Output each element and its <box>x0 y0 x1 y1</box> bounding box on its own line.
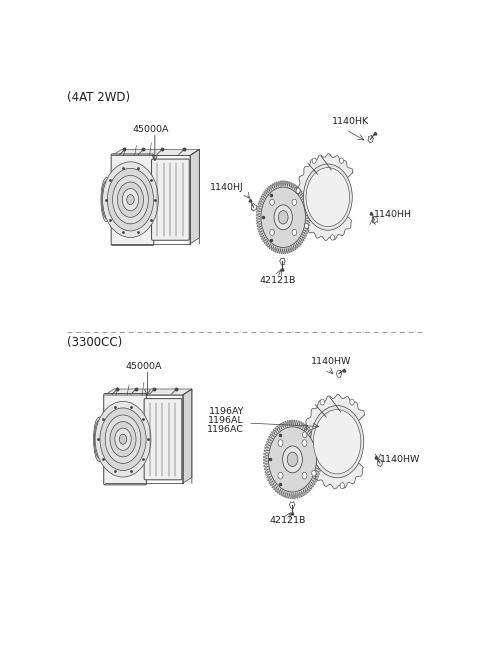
FancyBboxPatch shape <box>111 154 154 245</box>
Circle shape <box>350 399 354 405</box>
Circle shape <box>292 199 297 205</box>
Circle shape <box>108 168 154 231</box>
Text: 1196AL: 1196AL <box>208 416 244 425</box>
Circle shape <box>105 415 141 464</box>
Circle shape <box>302 472 307 479</box>
Circle shape <box>127 195 134 204</box>
Circle shape <box>278 440 283 447</box>
Circle shape <box>122 189 139 211</box>
Circle shape <box>115 428 131 450</box>
Ellipse shape <box>102 181 111 219</box>
Circle shape <box>331 234 335 240</box>
Circle shape <box>302 440 307 447</box>
Text: (4AT 2WD): (4AT 2WD) <box>67 91 131 104</box>
Text: 1140HH: 1140HH <box>374 210 412 219</box>
Text: 42121B: 42121B <box>259 276 296 285</box>
Circle shape <box>287 452 298 466</box>
Circle shape <box>278 472 283 479</box>
Polygon shape <box>302 394 364 489</box>
Circle shape <box>340 483 345 489</box>
Circle shape <box>320 399 324 405</box>
Text: 45000A: 45000A <box>133 124 169 134</box>
Text: 1140HW: 1140HW <box>380 455 420 464</box>
Polygon shape <box>182 389 192 483</box>
Circle shape <box>312 470 316 476</box>
Text: 1196AY: 1196AY <box>209 407 244 416</box>
Circle shape <box>110 422 136 457</box>
Circle shape <box>313 409 361 474</box>
Ellipse shape <box>94 417 105 461</box>
Circle shape <box>270 199 275 205</box>
FancyBboxPatch shape <box>104 394 146 485</box>
Circle shape <box>103 162 158 238</box>
Circle shape <box>274 205 292 230</box>
Text: 1140HK: 1140HK <box>332 117 369 126</box>
Circle shape <box>278 211 288 224</box>
Polygon shape <box>264 420 322 498</box>
Circle shape <box>283 446 302 473</box>
Ellipse shape <box>95 421 104 458</box>
Text: (3300CC): (3300CC) <box>67 336 123 349</box>
Circle shape <box>304 223 309 229</box>
Circle shape <box>306 168 349 227</box>
Text: 1140HW: 1140HW <box>312 356 352 365</box>
Circle shape <box>95 402 151 477</box>
Ellipse shape <box>101 178 112 222</box>
Circle shape <box>296 188 300 193</box>
Text: 1196AC: 1196AC <box>207 425 244 434</box>
Circle shape <box>268 427 316 492</box>
Circle shape <box>312 158 316 164</box>
Circle shape <box>339 158 344 164</box>
Circle shape <box>100 408 146 470</box>
Polygon shape <box>112 149 199 155</box>
Polygon shape <box>296 154 353 240</box>
Circle shape <box>113 176 148 224</box>
Circle shape <box>270 229 275 235</box>
Text: 1140HJ: 1140HJ <box>210 183 244 191</box>
Circle shape <box>120 434 127 444</box>
Circle shape <box>303 164 352 231</box>
Polygon shape <box>256 181 310 253</box>
Text: 42121B: 42121B <box>269 516 306 525</box>
Polygon shape <box>190 149 199 244</box>
Polygon shape <box>105 389 192 395</box>
FancyBboxPatch shape <box>152 159 189 240</box>
Circle shape <box>118 182 144 217</box>
Circle shape <box>302 432 307 438</box>
Circle shape <box>311 405 364 477</box>
FancyBboxPatch shape <box>144 399 182 480</box>
Circle shape <box>261 187 305 248</box>
Circle shape <box>292 229 297 235</box>
Text: 45000A: 45000A <box>125 362 162 371</box>
